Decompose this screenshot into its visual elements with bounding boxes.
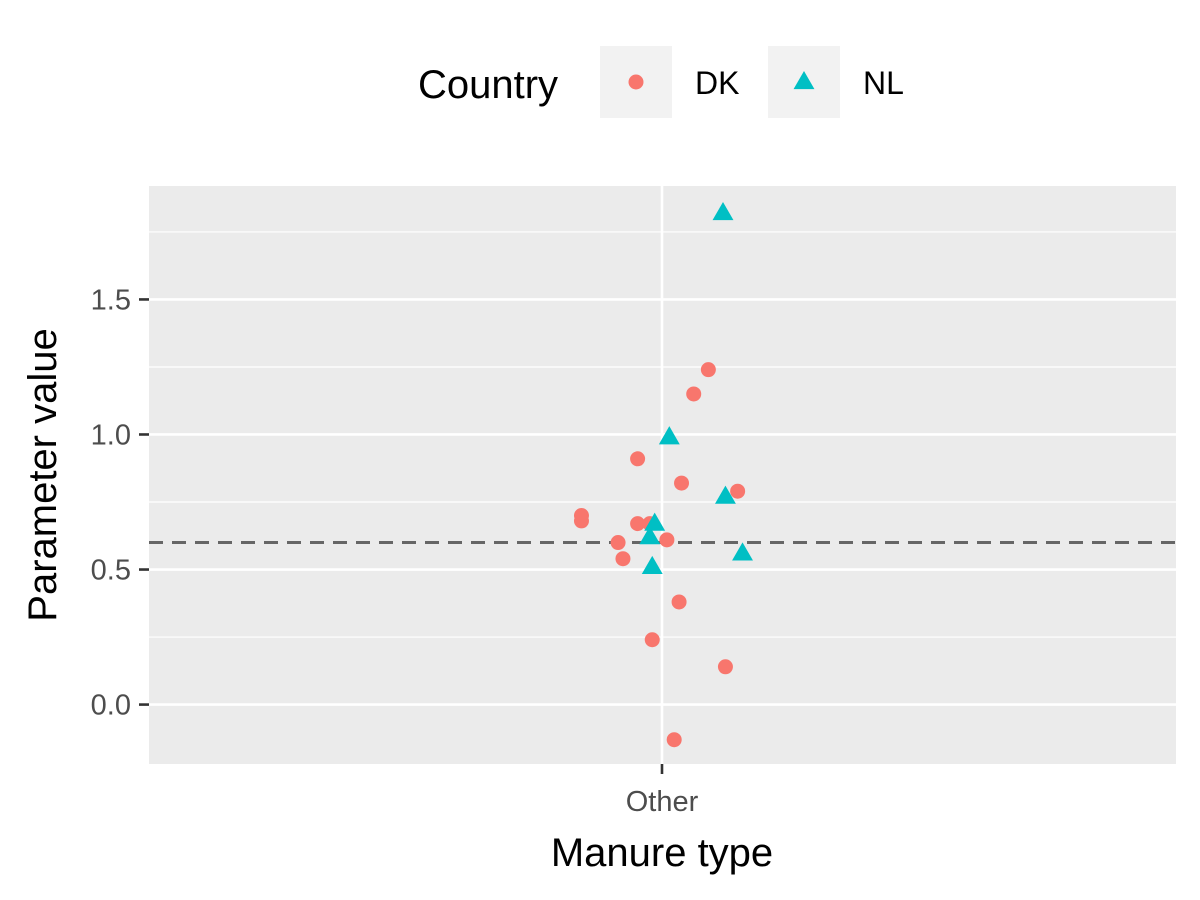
y-axis-title: Parameter value [21, 328, 65, 621]
nl-point [639, 526, 661, 545]
dk-point [630, 516, 646, 532]
y-tick-label: 1.0 [91, 419, 131, 451]
y-axis: 0.0 0.5 1.0 1.5 [91, 284, 149, 722]
y-tick-label: 1.5 [91, 284, 131, 316]
legend-item-dk: DK [600, 46, 739, 118]
x-axis: Other [626, 764, 699, 818]
dk-point [686, 386, 702, 402]
legend-label: NL [863, 65, 904, 101]
dk-point [659, 532, 675, 548]
nl-point [712, 202, 734, 221]
legend: Country DK NL [418, 46, 904, 118]
dk-point [717, 659, 733, 675]
legend-item-nl: NL [768, 46, 904, 118]
legend-title: Country [418, 63, 558, 107]
y-tick-label: 0.0 [91, 690, 131, 722]
dk-point [630, 451, 646, 467]
dk-point [671, 594, 687, 610]
legend-label: DK [695, 65, 739, 101]
x-axis-title: Manure type [551, 831, 773, 875]
dk-point [666, 732, 682, 748]
nl-point [714, 485, 736, 504]
nl-point [732, 542, 753, 561]
nl-point [641, 555, 663, 574]
nl-point [658, 426, 680, 445]
legend-marker-dk [628, 74, 644, 90]
x-tick-label: Other [626, 786, 699, 818]
legend-marker-nl [793, 71, 815, 90]
dk-point [573, 513, 589, 529]
dk-point [674, 475, 690, 491]
dk-point [615, 551, 631, 567]
data-points [573, 202, 753, 748]
dk-point [644, 632, 660, 648]
gridlines [149, 186, 1176, 764]
dk-point [730, 483, 746, 499]
dk-point [610, 535, 626, 551]
dk-point [700, 362, 716, 378]
nl-point [644, 512, 666, 531]
y-tick-label: 0.5 [91, 555, 131, 587]
